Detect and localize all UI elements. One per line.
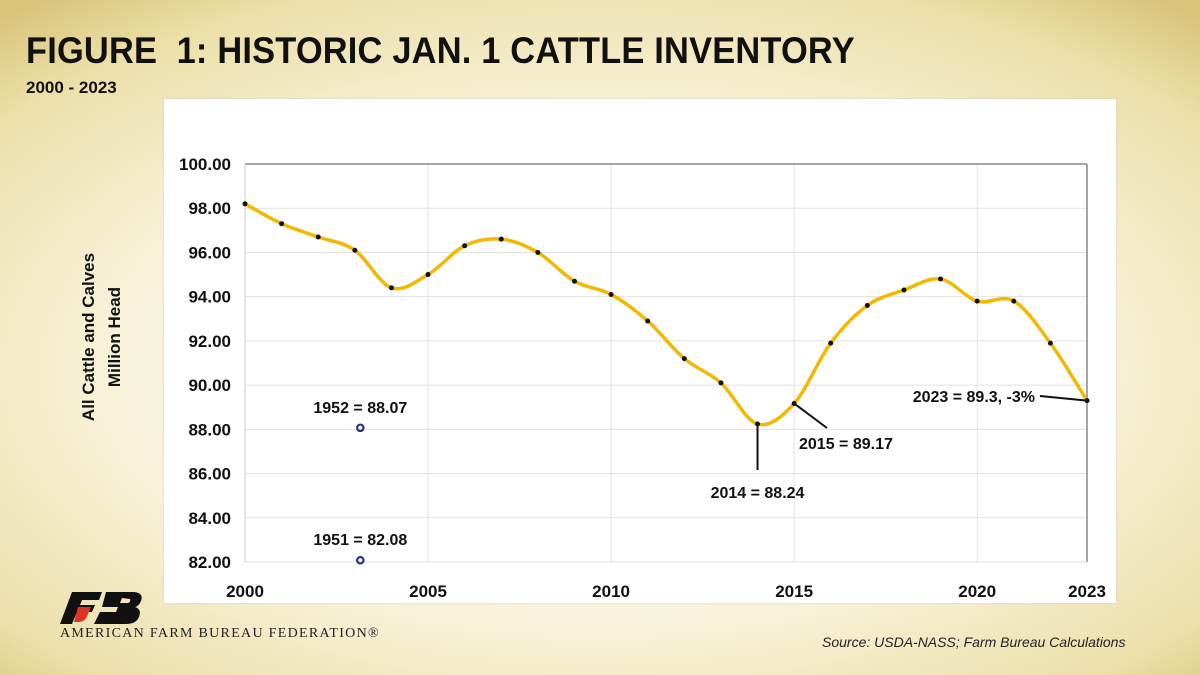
y-axis-ticks: 82.00 84.00 86.00 88.00 90.00 92.00 94.00 96.00… bbox=[179, 155, 231, 572]
y-tick-label: 94.00 bbox=[188, 288, 231, 307]
reference-point bbox=[356, 423, 365, 433]
x-tick-label: 2015 bbox=[775, 582, 813, 601]
y-tick-label: 82.00 bbox=[188, 553, 231, 572]
annotations: 2014 = 88.24 2015 = 89.17 2023 = 89.3, -3% bbox=[711, 389, 1088, 502]
data-point bbox=[535, 249, 541, 255]
y-axis-label-line1: All Cattle and Calves bbox=[79, 253, 98, 421]
y-tick-label: 98.00 bbox=[188, 199, 231, 218]
source-note: Source: USDA-NASS; Farm Bureau Calculati… bbox=[822, 634, 1126, 650]
x-axis-ticks: 2000 2005 2010 2015 2020 2023 bbox=[226, 582, 1106, 601]
x-tick-label: 2005 bbox=[409, 582, 447, 601]
afbf-logo-icon bbox=[60, 592, 142, 624]
y-tick-label: 92.00 bbox=[188, 332, 231, 351]
reference-point-label: 1952 = 88.07 bbox=[313, 400, 407, 417]
data-point bbox=[388, 285, 394, 291]
data-point bbox=[462, 243, 468, 249]
chart-panel bbox=[164, 99, 1116, 603]
y-tick-label: 100.00 bbox=[179, 155, 231, 174]
data-point bbox=[279, 221, 285, 227]
reference-point bbox=[356, 555, 365, 565]
data-point bbox=[608, 291, 614, 297]
annotation-2023: 2023 = 89.3, -3% bbox=[913, 389, 1035, 406]
y-axis-label-line2: Million Head bbox=[105, 287, 124, 387]
y-tick-label: 90.00 bbox=[188, 376, 231, 395]
reference-points: 1952 = 88.07 1951 = 82.08 bbox=[313, 400, 407, 565]
data-point bbox=[645, 318, 651, 324]
data-point bbox=[681, 356, 687, 362]
afbf-logo-text: AMERICAN FARM BUREAU FEDERATION® bbox=[60, 626, 380, 641]
data-point bbox=[901, 287, 907, 293]
figure-subtitle: 2000 - 2023 bbox=[26, 78, 117, 97]
data-point bbox=[425, 272, 431, 278]
series-cattle-inventory bbox=[242, 201, 1090, 427]
data-point bbox=[1047, 340, 1053, 346]
annotation-2015: 2015 = 89.17 bbox=[799, 436, 893, 453]
data-point bbox=[828, 340, 834, 346]
leader-line bbox=[793, 402, 828, 429]
x-tick-label: 2020 bbox=[958, 582, 996, 601]
data-point bbox=[1011, 298, 1017, 304]
x-tick-label: 2010 bbox=[592, 582, 630, 601]
y-tick-label: 86.00 bbox=[188, 465, 231, 484]
data-point bbox=[352, 247, 358, 253]
figure-title: FIGURE 1: HISTORIC JAN. 1 CATTLE INVENTO… bbox=[26, 30, 855, 71]
data-point bbox=[938, 276, 944, 282]
reference-point-label: 1951 = 82.08 bbox=[313, 532, 407, 549]
data-point bbox=[571, 278, 577, 284]
data-point bbox=[864, 303, 870, 309]
data-point bbox=[718, 380, 724, 386]
data-point bbox=[242, 201, 248, 207]
grid bbox=[244, 163, 1088, 563]
data-point bbox=[974, 298, 980, 304]
y-tick-label: 88.00 bbox=[188, 420, 231, 439]
y-tick-label: 96.00 bbox=[188, 243, 231, 262]
data-point bbox=[315, 234, 321, 240]
x-tick-label: 2000 bbox=[226, 582, 264, 601]
leader-line bbox=[1039, 395, 1088, 402]
x-tick-label: 2023 bbox=[1068, 582, 1106, 601]
annotation-2014: 2014 = 88.24 bbox=[711, 485, 805, 502]
y-tick-label: 84.00 bbox=[188, 509, 231, 528]
data-point bbox=[498, 236, 504, 242]
